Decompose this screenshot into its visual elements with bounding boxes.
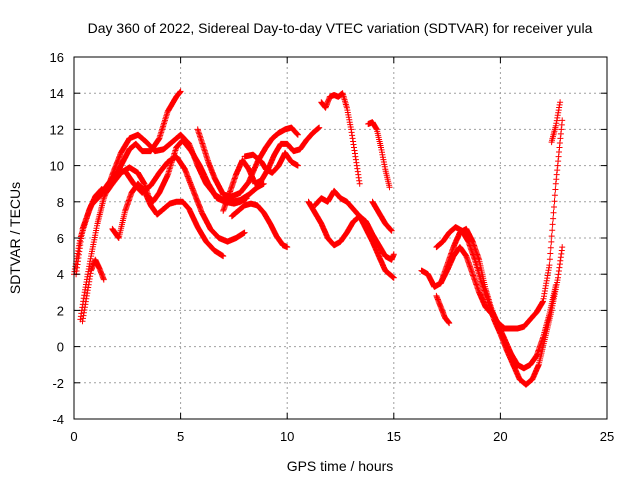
chart-title: Day 360 of 2022, Sidereal Day-to-day VTE…	[88, 20, 593, 36]
x-tick-label: 5	[177, 429, 184, 444]
data-series-arc-20	[548, 99, 564, 146]
data-series-arc-18	[437, 225, 559, 372]
data-series-arc-10	[228, 200, 291, 251]
data-series-arc-2	[109, 88, 184, 187]
y-tick-label: 10	[50, 159, 64, 174]
data-series-arc-13	[305, 198, 397, 281]
x-axis-label: GPS time / hours	[287, 458, 394, 474]
y-tick-label: 2	[57, 303, 64, 318]
data-series-arc-11	[318, 90, 363, 187]
data-series-arc-6	[109, 180, 227, 260]
x-tick-label: 10	[280, 429, 294, 444]
x-tick-label: 15	[387, 429, 401, 444]
data-points	[71, 88, 566, 388]
data-series-arc-14	[365, 119, 393, 191]
data-series-arc-15	[369, 198, 395, 234]
y-tick-label: 12	[50, 122, 64, 137]
y-tick-label: 6	[57, 231, 64, 246]
y-tick-label: 14	[50, 86, 64, 101]
y-tick-label: 16	[50, 50, 64, 65]
x-tick-label: 20	[493, 429, 507, 444]
y-tick-label: -2	[52, 376, 64, 391]
y-tick-label: 0	[57, 340, 64, 355]
y-tick-label: -4	[52, 412, 64, 427]
y-axis-label: SDTVAR / TECUs	[7, 182, 23, 294]
data-series-arc-9	[241, 149, 301, 176]
data-series-arc-19	[433, 292, 453, 327]
y-tick-label: 8	[57, 195, 64, 210]
y-tick-label: 4	[57, 267, 64, 282]
data-series-arc-8	[220, 124, 323, 214]
x-tick-label: 25	[600, 429, 614, 444]
data-series-arc-5	[79, 256, 107, 325]
data-series-arc-3	[77, 131, 267, 323]
axis-ticks: 0 5 10 15 20 25 -4 -2 0 2 4 6 8 10 12 14 16	[50, 50, 615, 444]
x-tick-label: 0	[70, 429, 77, 444]
